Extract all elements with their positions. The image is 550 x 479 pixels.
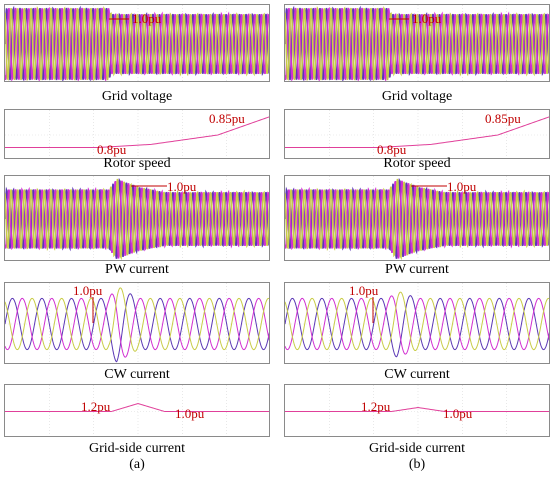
grid-voltage-plot: 1.0pu	[4, 4, 270, 82]
subfigure-label: (b)	[408, 457, 426, 472]
pw-current-phase-1	[5, 177, 269, 259]
cw-current-waveforms	[5, 287, 269, 363]
rotor-speed-plot: 0.8pu 0.85pu	[4, 109, 270, 159]
grid-voltage-phase-2	[285, 7, 549, 81]
pw-current-annotation: 1.0pu	[167, 179, 197, 194]
grid-voltage-phase-1	[5, 5, 269, 81]
cw-current-svg: 1.0pu	[285, 283, 549, 363]
grid-voltage-caption: Grid voltage	[381, 89, 453, 104]
rotor-speed-svg: 0.8pu 0.85pu	[285, 110, 549, 158]
pw-current-waveforms	[285, 177, 549, 260]
grid-side-current-caption: Grid-side current	[368, 441, 466, 456]
grid-side-current-caption: Grid-side current	[88, 441, 186, 456]
grid-side-current-svg: 1.2pu 1.0pu	[5, 385, 269, 436]
grid-side-before-label: 1.2pu	[361, 399, 391, 414]
pw-current-phase-2	[285, 180, 549, 259]
grid-voltage-plot: 1.0pu	[284, 4, 550, 82]
grid-side-after-label: 1.0pu	[443, 406, 473, 421]
plot-grid	[285, 110, 549, 158]
cw-current-plot: 1.0pu	[4, 282, 270, 364]
rotor-speed-end-label: 0.85pu	[485, 111, 521, 126]
rotor-speed-end-label: 0.85pu	[209, 111, 245, 126]
grid-voltage-phase-2	[5, 7, 269, 81]
cw-current-phase-1	[5, 293, 269, 363]
grid-side-before-label: 1.2pu	[81, 399, 111, 414]
plot-grid	[285, 385, 549, 436]
cw-current-caption: CW current	[384, 367, 450, 382]
cw-current-svg: 1.0pu	[5, 283, 269, 363]
grid-voltage-annotation: 1.0pu	[412, 11, 442, 26]
rotor-speed-caption: Rotor speed	[103, 156, 171, 171]
grid-voltage-svg: 1.0pu	[285, 5, 549, 81]
grid-voltage-phase-3	[285, 5, 549, 81]
cw-current-phase-2	[285, 295, 549, 355]
cw-current-caption: CW current	[104, 367, 170, 382]
plot-grid	[5, 110, 269, 158]
cw-current-annotation: 1.0pu	[73, 283, 103, 298]
grid-side-current-plot: 1.2pu 1.0pu	[284, 384, 550, 437]
pw-current-phase-3	[5, 178, 269, 260]
rotor-speed-start-label: 0.8pu	[97, 142, 127, 157]
grid-side-current-plot: 1.2pu 1.0pu	[4, 384, 270, 437]
pw-current-plot: 1.0pu	[284, 175, 550, 261]
pw-current-annotation: 1.0pu	[447, 179, 477, 194]
grid-side-current-trace	[285, 407, 549, 412]
grid-voltage-phase-1	[285, 5, 549, 81]
plot-grid	[5, 385, 269, 436]
rotor-speed-caption: Rotor speed	[383, 156, 451, 171]
grid-side-after-label: 1.0pu	[175, 406, 205, 421]
grid-voltage-svg: 1.0pu	[5, 5, 269, 81]
grid-voltage-waveforms	[285, 5, 549, 81]
pw-current-waveforms	[5, 177, 269, 260]
cw-current-waveforms	[285, 291, 549, 358]
column-a: 1.0pu Grid voltage 0.8pu 0.85pu Rotor sp…	[4, 0, 270, 479]
cw-current-plot: 1.0pu	[284, 282, 550, 364]
cw-current-annotation: 1.0pu	[349, 283, 379, 298]
pw-current-caption: PW current	[385, 262, 449, 277]
column-b: 1.0pu Grid voltage 0.8pu 0.85pu Rotor sp…	[284, 0, 550, 479]
rotor-speed-trace	[5, 116, 269, 148]
pw-current-plot: 1.0pu	[4, 175, 270, 261]
subfigure-label: (a)	[129, 457, 145, 472]
cw-current-phase-2	[5, 293, 269, 358]
pw-current-svg: 1.0pu	[285, 176, 549, 260]
rotor-speed-plot: 0.8pu 0.85pu	[284, 109, 550, 159]
pw-current-phase-3	[285, 178, 549, 260]
cw-current-phase-3	[5, 287, 269, 352]
rotor-speed-svg: 0.8pu 0.85pu	[5, 110, 269, 158]
grid-voltage-annotation: 1.0pu	[132, 11, 162, 26]
rotor-speed-start-label: 0.8pu	[377, 142, 407, 157]
rotor-speed-trace	[285, 116, 549, 148]
cw-current-phase-1	[285, 295, 549, 358]
grid-voltage-caption: Grid voltage	[101, 89, 173, 104]
pw-current-svg: 1.0pu	[5, 176, 269, 260]
grid-voltage-phase-3	[5, 5, 269, 81]
pw-current-caption: PW current	[105, 262, 169, 277]
grid-side-current-svg: 1.2pu 1.0pu	[285, 385, 549, 436]
grid-side-current-trace	[5, 403, 269, 412]
pw-current-phase-2	[5, 180, 269, 259]
pw-current-phase-1	[285, 177, 549, 259]
cw-current-phase-3	[285, 291, 549, 352]
grid-voltage-waveforms	[5, 5, 269, 81]
